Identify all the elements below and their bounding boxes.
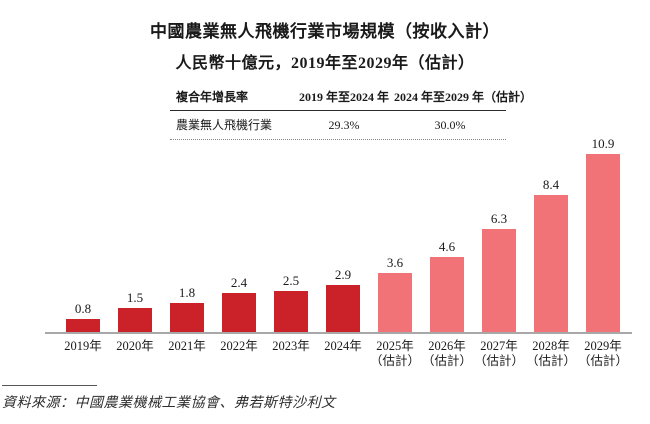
x-axis-year-text: 2019年 bbox=[64, 339, 102, 353]
x-axis-labels: 2019年 2020年 2021年 2022年 2023年 2024年 2025年 （估計） 2… bbox=[57, 339, 629, 369]
bar-column-2021年: 1.8 bbox=[161, 129, 213, 332]
x-axis-year-text: 2029年 bbox=[584, 339, 622, 353]
x-axis-estimate-note: （估計） bbox=[473, 354, 524, 368]
cagr-header-period-2: 2024 年至2029 年（估計） bbox=[394, 90, 533, 104]
bar-column-2029年: 10.9 bbox=[577, 129, 629, 332]
x-axis-label-2023年: 2023年 bbox=[265, 339, 317, 369]
bar-2023年 bbox=[274, 291, 308, 332]
bar-column-2020年: 1.5 bbox=[109, 129, 161, 332]
bar-2022年 bbox=[222, 293, 256, 332]
bar-chart-plot-area: 0.8 1.5 1.8 2.4 2.5 2.9 3.6 4.6 6.3 8.4 10.9 bbox=[57, 129, 629, 332]
bar-2025年 bbox=[378, 273, 412, 332]
bar-2029年 bbox=[586, 154, 620, 332]
x-axis-label-2024年: 2024年 bbox=[317, 339, 369, 369]
x-axis-year-text: 2027年 bbox=[480, 339, 518, 353]
bar-value-label: 8.4 bbox=[542, 177, 560, 192]
chart-subtitle: 人民幣十億元，2019年至2029年（估計） bbox=[175, 55, 475, 72]
cagr-header-period-1: 2019 年至2024 年 bbox=[298, 90, 389, 104]
chart-title: 中國農業無人飛機行業市場規模（按收入計） bbox=[150, 22, 500, 41]
bar-column-2026年: 4.6 bbox=[421, 129, 473, 332]
bar-value-label: 3.6 bbox=[386, 255, 404, 270]
cagr-value-2024-2029: 30.0% bbox=[434, 118, 466, 132]
bar-value-label: 10.9 bbox=[591, 136, 615, 151]
bar-value-label: 2.4 bbox=[230, 275, 248, 290]
bar-2026年 bbox=[430, 257, 464, 332]
x-axis-line bbox=[45, 332, 632, 334]
x-axis-label-2028年: 2028年 （估計） bbox=[525, 339, 577, 369]
x-axis-label-2019年: 2019年 bbox=[57, 339, 109, 369]
bar-2021年 bbox=[170, 303, 204, 332]
x-axis-label-2020年: 2020年 bbox=[109, 339, 161, 369]
cagr-table: 複合年增長率 2019 年至2024 年 2024 年至2029 年（估計） 農… bbox=[170, 86, 532, 140]
bar-column-2023年: 2.5 bbox=[265, 129, 317, 332]
bar-2019年 bbox=[66, 319, 100, 332]
bar-2024年 bbox=[326, 285, 360, 332]
x-axis-estimate-note: （估計） bbox=[577, 354, 628, 368]
x-axis-year-text: 2021年 bbox=[168, 339, 206, 353]
x-axis-year-text: 2024年 bbox=[324, 339, 362, 353]
x-axis-label-2027年: 2027年 （估計） bbox=[473, 339, 525, 369]
bar-2027年 bbox=[482, 229, 516, 332]
x-axis-estimate-note: （估計） bbox=[421, 354, 472, 368]
x-axis-label-2026年: 2026年 （估計） bbox=[421, 339, 473, 369]
x-axis-label-2022年: 2022年 bbox=[213, 339, 265, 369]
bar-value-label: 6.3 bbox=[490, 211, 508, 226]
bar-column-2019年: 0.8 bbox=[57, 129, 109, 332]
cagr-header-metric: 複合年增長率 bbox=[176, 90, 249, 104]
x-axis-year-text: 2020年 bbox=[116, 339, 154, 353]
bar-value-label: 2.5 bbox=[282, 273, 300, 288]
cagr-table-data-row: 農業無人飛機行業 29.3% 30.0% bbox=[170, 111, 506, 140]
bar-column-2025年: 3.6 bbox=[369, 129, 421, 332]
bar-column-2022年: 2.4 bbox=[213, 129, 265, 332]
x-axis-year-text: 2026年 bbox=[428, 339, 466, 353]
x-axis-estimate-note: （估計） bbox=[525, 354, 576, 368]
bar-value-label: 0.8 bbox=[74, 301, 92, 316]
cagr-table-header-row: 複合年增長率 2019 年至2024 年 2024 年至2029 年（估計） bbox=[170, 86, 532, 111]
x-axis-year-text: 2028年 bbox=[532, 339, 570, 353]
bar-2028年 bbox=[534, 195, 568, 332]
x-axis-year-text: 2025年 bbox=[376, 339, 414, 353]
x-axis-year-text: 2022年 bbox=[220, 339, 258, 353]
bar-value-label: 2.9 bbox=[334, 267, 352, 282]
bar-column-2028年: 8.4 bbox=[525, 129, 577, 332]
bar-column-2024年: 2.9 bbox=[317, 129, 369, 332]
bar-value-label: 1.8 bbox=[178, 285, 196, 300]
x-axis-label-2025年: 2025年 （估計） bbox=[369, 339, 421, 369]
bar-value-label: 4.6 bbox=[438, 239, 456, 254]
source-divider bbox=[2, 385, 97, 386]
bar-value-label: 1.5 bbox=[126, 290, 144, 305]
bar-2020年 bbox=[118, 308, 152, 332]
bar-column-2027年: 6.3 bbox=[473, 129, 525, 332]
cagr-row-label: 農業無人飛機行業 bbox=[176, 118, 273, 132]
source-note: 資料來源：中國農業機械工業協會、弗若斯特沙利文 bbox=[2, 396, 336, 411]
x-axis-label-2021年: 2021年 bbox=[161, 339, 213, 369]
cagr-value-2019-2024: 29.3% bbox=[328, 118, 360, 132]
x-axis-estimate-note: （估計） bbox=[369, 354, 420, 368]
x-axis-year-text: 2023年 bbox=[272, 339, 310, 353]
x-axis-label-2029年: 2029年 （估計） bbox=[577, 339, 629, 369]
